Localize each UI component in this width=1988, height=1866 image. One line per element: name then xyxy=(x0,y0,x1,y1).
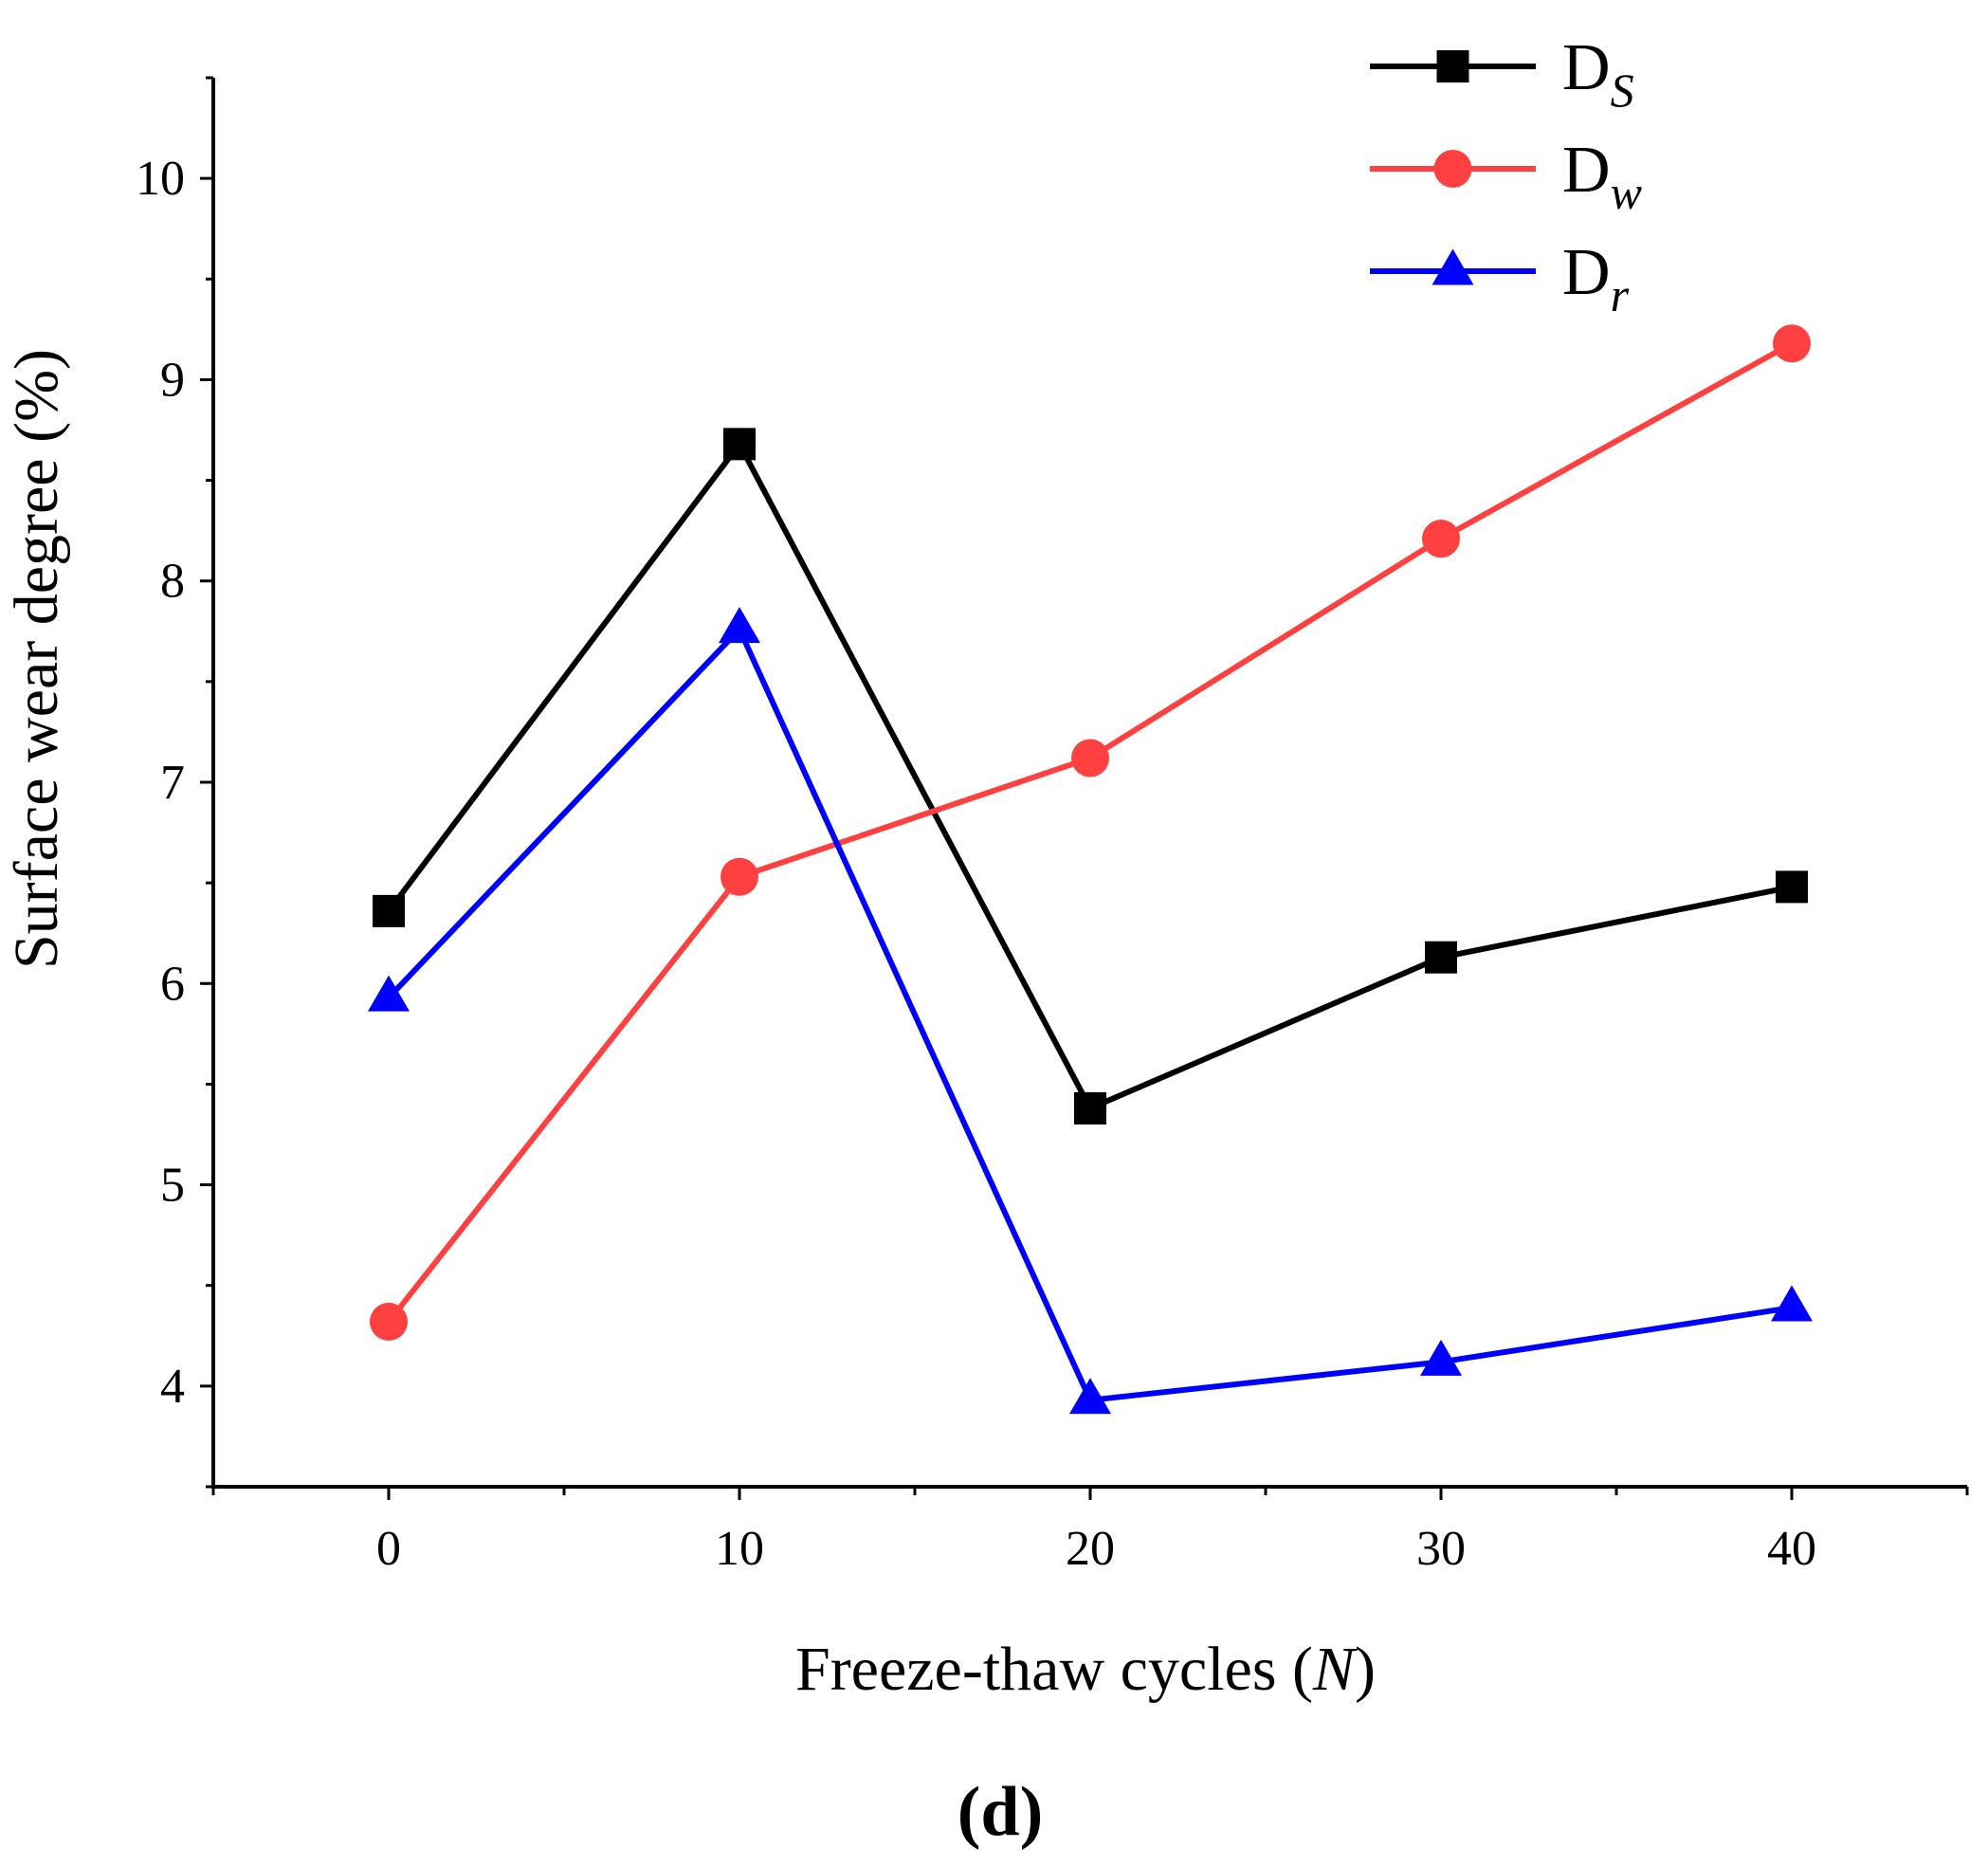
data-point-D_S xyxy=(1074,1091,1106,1125)
data-point-D_w xyxy=(370,1302,408,1341)
data-point-D_S xyxy=(723,428,756,461)
x-tick-label: 40 xyxy=(1767,1522,1816,1576)
ticks: 4 5 6 7 8 9 10 0 10 20 30 40 xyxy=(136,76,1969,1576)
y-axis-title: Surface wear degree (%) xyxy=(2,349,71,969)
data-point-D_r xyxy=(1771,1285,1813,1322)
series-layer xyxy=(368,324,1813,1415)
legend-marker xyxy=(1433,150,1472,188)
legend-label: Dr xyxy=(1562,236,1630,321)
y-tick-label: 8 xyxy=(160,555,185,609)
legend-marker xyxy=(1436,50,1469,82)
data-point-D_r xyxy=(1420,1339,1462,1376)
x-axis-title-main: Freeze-thaw cycles ( xyxy=(795,1635,1313,1704)
legend-item-D_w: Dw xyxy=(1370,134,1642,219)
y-tick-label: 6 xyxy=(160,957,185,1011)
y-tick-label: 4 xyxy=(160,1360,185,1414)
series-D_w xyxy=(370,324,1811,1341)
data-point-D_S xyxy=(1776,870,1808,904)
data-point-D_r xyxy=(1069,1378,1111,1415)
axes xyxy=(211,78,1967,1489)
legend-label: Dw xyxy=(1562,134,1642,219)
y-tick-label: 7 xyxy=(160,756,185,810)
data-point-D_w xyxy=(720,857,758,896)
legend-label: DS xyxy=(1562,31,1634,117)
x-tick-label: 20 xyxy=(1066,1522,1115,1576)
series-D_S xyxy=(373,428,1808,1125)
data-point-D_w xyxy=(1071,739,1109,778)
y-tick-label: 9 xyxy=(160,353,185,407)
data-point-D_S xyxy=(373,894,405,927)
data-point-D_w xyxy=(1422,520,1460,558)
y-tick-label: 5 xyxy=(160,1159,185,1213)
data-point-D_S xyxy=(1425,941,1457,974)
data-point-D_r xyxy=(719,607,760,644)
x-tick-label: 30 xyxy=(1416,1522,1466,1576)
x-axis-title: Freeze-thaw cycles (N) xyxy=(795,1635,1376,1704)
series-line-D_w xyxy=(386,340,1794,1324)
series-D_r xyxy=(368,607,1813,1415)
x-tick-label: 10 xyxy=(715,1522,764,1576)
legend-marker xyxy=(1432,248,1474,285)
y-tick-label: 10 xyxy=(136,152,185,206)
x-axis-title-end: ) xyxy=(1355,1635,1376,1704)
legend: DS Dw Dr xyxy=(1370,31,1642,321)
legend-item-D_S: DS xyxy=(1370,31,1634,117)
x-tick-label: 0 xyxy=(376,1522,401,1576)
x-axis-title-var: N xyxy=(1312,1635,1359,1704)
data-point-D_w xyxy=(1773,324,1811,363)
panel-label: (d) xyxy=(958,1773,1043,1851)
data-point-D_r xyxy=(368,975,410,1012)
legend-item-D_r: Dr xyxy=(1370,236,1630,321)
